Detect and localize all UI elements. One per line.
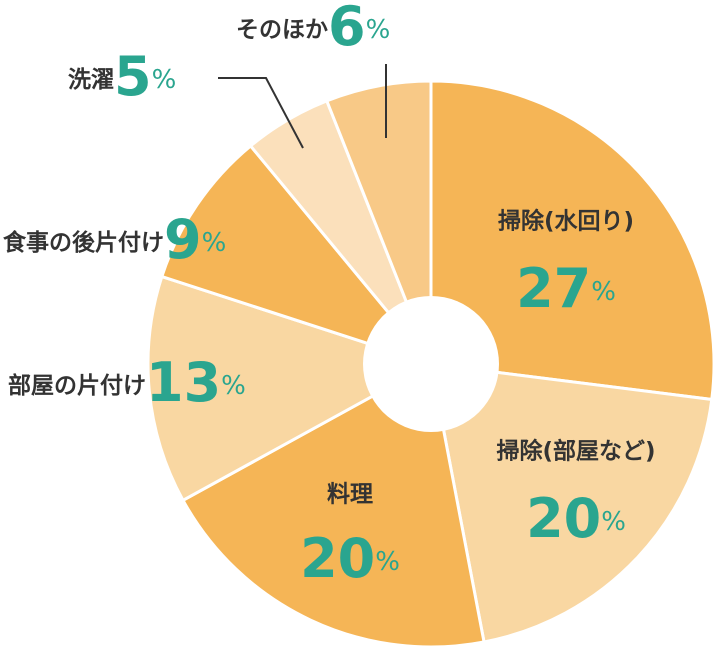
category-label: そのほか6% xyxy=(236,0,390,58)
percent-label: 27% xyxy=(516,257,616,320)
value-label: 20 xyxy=(300,527,375,590)
category-label: 食事の後片付け9% xyxy=(3,208,226,271)
value-label: 5 xyxy=(114,45,152,108)
unit-label: % xyxy=(601,507,626,537)
category-label: 料理 xyxy=(327,482,373,508)
category-name: 洗濯 xyxy=(68,67,114,93)
slice xyxy=(429,79,716,402)
category-label: 掃除(部屋など) xyxy=(496,438,655,465)
unit-label: % xyxy=(591,277,616,307)
category-label: 洗濯5% xyxy=(68,45,176,108)
category-label: 部屋の片付け13% xyxy=(8,351,246,414)
unit-label: % xyxy=(366,15,391,45)
slice xyxy=(159,143,436,368)
percent-label: 20% xyxy=(526,487,626,550)
value-label: 13 xyxy=(146,351,221,414)
category-name: そのほか xyxy=(236,17,328,43)
value-label: 27 xyxy=(516,257,591,320)
leader-line xyxy=(218,77,304,149)
value-label: 20 xyxy=(526,487,601,550)
category-name: 部屋の片付け xyxy=(8,372,146,399)
slice xyxy=(429,362,714,644)
slice xyxy=(146,274,435,503)
value-label: 9 xyxy=(164,208,202,271)
value-label: 6 xyxy=(328,0,366,58)
percent-label: 20% xyxy=(300,527,400,590)
slice xyxy=(324,79,433,365)
unit-label: % xyxy=(221,371,246,401)
category-label: 掃除(水回り) xyxy=(498,208,634,235)
donut-hole xyxy=(363,296,499,432)
unit-label: % xyxy=(375,547,400,577)
unit-label: % xyxy=(202,228,227,258)
category-name: 食事の後片付け xyxy=(3,229,164,256)
slice xyxy=(180,361,486,649)
unit-label: % xyxy=(152,65,177,95)
